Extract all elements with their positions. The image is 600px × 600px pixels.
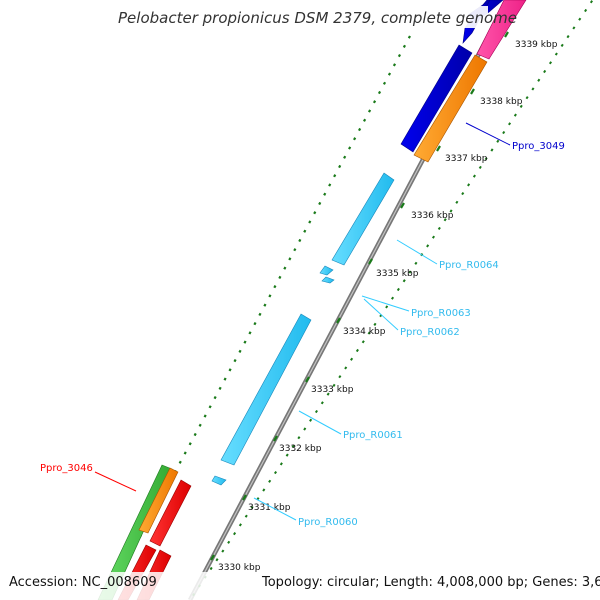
leader-ppro-r0060 <box>253 497 297 521</box>
accession-text: Accession: NC_008609 <box>9 575 157 590</box>
gc-content-track-inner <box>189 0 594 600</box>
gene-ppro-3046[interactable] <box>149 479 192 547</box>
leader-ppro-r0062 <box>363 298 399 331</box>
tick-label-3333: 3333 kbp <box>311 385 354 395</box>
ruler-labels: 3330 kbp 3331 kbp 3332 kbp 3333 kbp 3334… <box>218 40 558 573</box>
feature-labels: Ppro_3049 Ppro_R0064 Ppro_R0063 Ppro_R00… <box>40 141 565 528</box>
gene-ppro-3049[interactable] <box>400 44 473 153</box>
title-background <box>110 6 488 28</box>
ruler-ticks <box>210 31 509 561</box>
label-ppro-r0063: Ppro_R0063 <box>411 308 471 319</box>
gene-ppro-r0063[interactable] <box>319 265 334 276</box>
topology-text: Topology: circular; Length: 4,008,000 bp… <box>261 575 600 590</box>
leader-ppro-r0063 <box>361 295 410 312</box>
label-ppro-3046: Ppro_3046 <box>40 463 93 474</box>
leader-ppro-r0064 <box>396 239 438 265</box>
label-ppro-r0061: Ppro_R0061 <box>343 430 403 441</box>
feature-leaders <box>94 122 511 521</box>
tick-label-3335: 3335 kbp <box>376 269 419 279</box>
tick-label-3338: 3338 kbp <box>480 97 523 107</box>
gene-ppro-r0062[interactable] <box>321 276 335 284</box>
leader-ppro-r0061 <box>298 410 342 435</box>
tick-label-3334: 3334 kbp <box>343 327 386 337</box>
footer-background <box>0 572 600 600</box>
tick-label-3332: 3332 kbp <box>279 444 322 454</box>
gene-magenta-top[interactable] <box>476 0 527 60</box>
gc-skew-track-outer <box>105 35 411 600</box>
gene-ppro-r0060[interactable] <box>211 475 227 486</box>
gene-orange-lower[interactable] <box>138 467 179 534</box>
tick-label-3336: 3336 kbp <box>411 211 454 221</box>
label-ppro-r0060: Ppro_R0060 <box>298 517 358 528</box>
tick-label-3339: 3339 kbp <box>515 40 558 50</box>
leader-ppro-3049 <box>465 122 511 146</box>
label-ppro-r0064: Ppro_R0064 <box>439 260 499 271</box>
leader-ppro-3046 <box>94 471 137 492</box>
tick-label-3330: 3330 kbp <box>218 563 261 573</box>
label-ppro-r0062: Ppro_R0062 <box>400 327 460 338</box>
tick-label-3337: 3337 kbp <box>445 154 488 164</box>
tick-label-3331: 3331 kbp <box>248 503 291 513</box>
gene-green-lower[interactable] <box>97 464 173 600</box>
gene-ppro-r0064[interactable] <box>331 172 395 266</box>
map-title: Pelobacter propionicus DSM 2379, complet… <box>118 9 517 27</box>
gene-ppro-r0061[interactable] <box>220 313 312 466</box>
gene-orange-upper[interactable] <box>413 54 488 163</box>
label-ppro-3049: Ppro_3049 <box>512 141 565 152</box>
